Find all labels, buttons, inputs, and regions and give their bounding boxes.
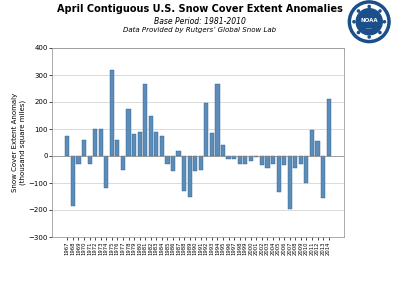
Bar xyxy=(199,156,203,169)
Bar xyxy=(143,84,147,156)
Bar xyxy=(93,129,97,156)
Bar xyxy=(260,156,264,165)
Text: Data Provided by Rutgers’ Global Snow Lab: Data Provided by Rutgers’ Global Snow La… xyxy=(124,27,276,33)
Text: April Contiguous U.S. Snow Cover Extent Anomalies: April Contiguous U.S. Snow Cover Extent … xyxy=(57,4,343,14)
Y-axis label: Snow Cover Extent Anomaly
(thousand square miles): Snow Cover Extent Anomaly (thousand squa… xyxy=(12,93,26,192)
Circle shape xyxy=(383,21,386,23)
Bar xyxy=(149,116,153,156)
Bar xyxy=(304,156,308,183)
Bar xyxy=(243,156,247,164)
Bar xyxy=(104,156,108,188)
Bar xyxy=(232,156,236,159)
Bar xyxy=(321,156,325,198)
Bar xyxy=(215,84,220,156)
Bar xyxy=(154,132,158,156)
Bar xyxy=(165,156,170,164)
Text: Base Period: 1981-2010: Base Period: 1981-2010 xyxy=(154,16,246,26)
Bar xyxy=(326,99,331,156)
Bar xyxy=(160,136,164,156)
Text: ____: ____ xyxy=(366,26,372,30)
Bar xyxy=(71,156,75,206)
Bar xyxy=(182,156,186,191)
Circle shape xyxy=(356,9,382,35)
Bar xyxy=(210,133,214,156)
Bar xyxy=(288,156,292,209)
Bar xyxy=(121,156,125,169)
Text: NOAA: NOAA xyxy=(360,18,378,23)
Bar xyxy=(276,156,281,193)
Bar xyxy=(249,156,253,161)
Circle shape xyxy=(379,32,381,34)
Bar xyxy=(226,156,231,159)
Circle shape xyxy=(379,10,381,12)
Circle shape xyxy=(368,5,370,8)
Bar xyxy=(316,141,320,156)
Bar xyxy=(171,156,175,171)
Bar xyxy=(310,130,314,156)
Bar xyxy=(99,129,103,156)
Bar xyxy=(204,103,208,156)
Bar xyxy=(110,70,114,156)
Bar xyxy=(238,156,242,164)
Bar xyxy=(76,156,80,164)
Circle shape xyxy=(353,21,355,23)
Circle shape xyxy=(352,4,386,39)
Bar xyxy=(271,156,275,164)
Bar xyxy=(299,156,303,164)
Bar xyxy=(266,156,270,168)
Circle shape xyxy=(357,10,360,12)
Bar xyxy=(282,156,286,165)
Bar xyxy=(193,156,197,171)
Bar xyxy=(188,156,192,196)
Bar xyxy=(293,156,297,168)
Bar xyxy=(176,151,181,156)
Circle shape xyxy=(368,36,370,38)
Bar xyxy=(115,140,120,156)
Circle shape xyxy=(357,32,360,34)
Bar xyxy=(138,132,142,156)
Bar xyxy=(65,136,70,156)
Bar xyxy=(88,156,92,164)
Bar xyxy=(132,134,136,156)
Bar xyxy=(254,156,258,157)
Bar xyxy=(221,145,225,156)
Bar xyxy=(126,109,130,156)
Circle shape xyxy=(348,1,390,43)
Bar xyxy=(82,140,86,156)
